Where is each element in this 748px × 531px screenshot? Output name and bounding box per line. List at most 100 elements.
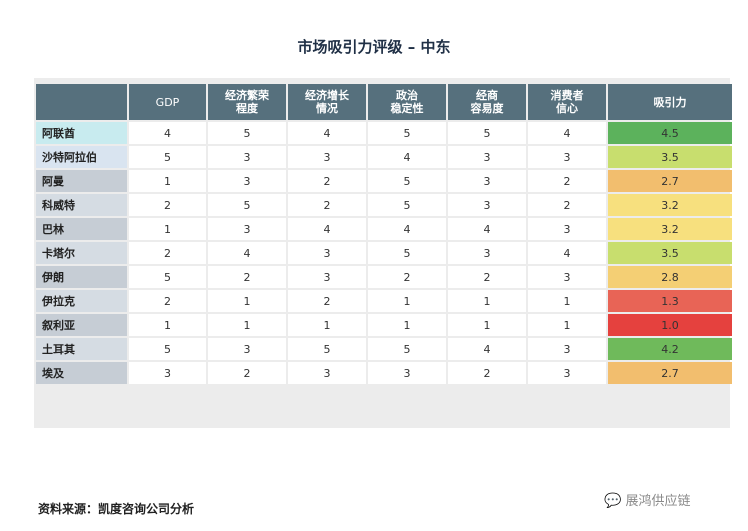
rating-cell: 5 [368, 122, 446, 144]
rating-cell: 2 [448, 362, 526, 384]
table-body: 阿联酋 4 5 4 5 5 4 4.5 沙特阿拉伯 5 3 3 4 3 3 3.5 阿曼 1 3 2 5 3 2 2.7 科威特… [36, 122, 732, 384]
rating-cell: 3 [448, 146, 526, 168]
rating-cell: 3 [528, 218, 606, 240]
column-header: 经济增长 情况 [288, 84, 366, 120]
table-row: 科威特 2 5 2 5 3 2 3.2 [36, 194, 732, 216]
rating-cell: 3 [448, 170, 526, 192]
rating-cell: 2 [129, 290, 206, 312]
rating-cell: 3 [448, 242, 526, 264]
table-header-row: GDP 经济繁荣 程度 经济增长 情况 政治 稳定性 经商 容易度 消费者 信心 吸引力 [36, 84, 732, 120]
rating-cell: 5 [208, 194, 286, 216]
rating-cell: 4 [288, 218, 366, 240]
wechat-icon: 💬 [604, 493, 622, 509]
table-row: 卡塔尔 2 4 3 5 3 4 3.5 [36, 242, 732, 264]
rating-cell: 3 [208, 170, 286, 192]
column-header: 经济繁荣 程度 [208, 84, 286, 120]
watermark: 💬 展鸿供应链 [604, 490, 690, 509]
country-label: 叙利亚 [36, 314, 127, 336]
column-header: 政治 稳定性 [368, 84, 446, 120]
country-label: 阿曼 [36, 170, 127, 192]
rating-cell: 1 [368, 314, 446, 336]
rating-cell: 5 [368, 242, 446, 264]
rating-cell: 4 [448, 338, 526, 360]
rating-cell: 1 [448, 314, 526, 336]
rating-cell: 2 [288, 194, 366, 216]
rating-cell: 1 [448, 290, 526, 312]
country-label: 埃及 [36, 362, 127, 384]
rating-cell: 5 [368, 194, 446, 216]
rating-cell: 5 [129, 146, 206, 168]
rating-cell: 4 [129, 122, 206, 144]
market-attractiveness-table: GDP 经济繁荣 程度 经济增长 情况 政治 稳定性 经商 容易度 消费者 信心 吸引力 阿联酋 4 5 4… [34, 82, 734, 386]
rating-cell: 3 [129, 362, 206, 384]
rating-cell: 3 [528, 266, 606, 288]
rating-cell: 4 [288, 122, 366, 144]
table-row: 巴林 1 3 4 4 4 3 3.2 [36, 218, 732, 240]
country-label: 巴林 [36, 218, 127, 240]
column-header: GDP [129, 84, 206, 120]
rating-cell: 3 [528, 146, 606, 168]
rating-cell: 2 [208, 266, 286, 288]
attractiveness-score: 3.2 [608, 194, 732, 216]
attractiveness-score: 2.7 [608, 170, 732, 192]
rating-cell: 2 [208, 362, 286, 384]
rating-cell: 1 [129, 314, 206, 336]
rating-cell: 5 [448, 122, 526, 144]
source-note: 资料来源：凯度咨询公司分析 [38, 502, 195, 516]
attractiveness-score: 2.7 [608, 362, 732, 384]
rating-cell: 2 [129, 194, 206, 216]
country-label: 土耳其 [36, 338, 127, 360]
rating-cell: 2 [129, 242, 206, 264]
rating-cell: 5 [288, 338, 366, 360]
table-row: 伊拉克 2 1 2 1 1 1 1.3 [36, 290, 732, 312]
column-header: 消费者 信心 [528, 84, 606, 120]
rating-cell: 1 [368, 290, 446, 312]
rating-cell: 3 [528, 362, 606, 384]
rating-cell: 2 [528, 194, 606, 216]
chart-title: 市场吸引力评级 – 中东 [297, 38, 451, 56]
rating-cell: 4 [368, 218, 446, 240]
rating-cell: 4 [208, 242, 286, 264]
rating-cell: 3 [288, 266, 366, 288]
rating-cell: 1 [288, 314, 366, 336]
rating-cell: 2 [448, 266, 526, 288]
attractiveness-score: 1.3 [608, 290, 732, 312]
rating-cell: 1 [208, 314, 286, 336]
rating-cell: 4 [528, 122, 606, 144]
rating-cell: 3 [208, 146, 286, 168]
rating-cell: 4 [368, 146, 446, 168]
country-label: 沙特阿拉伯 [36, 146, 127, 168]
rating-cell: 3 [528, 338, 606, 360]
rating-cell: 5 [129, 266, 206, 288]
rating-cell: 3 [288, 242, 366, 264]
table-row: 伊朗 5 2 3 2 2 3 2.8 [36, 266, 732, 288]
rating-cell: 2 [288, 170, 366, 192]
rating-cell: 3 [368, 362, 446, 384]
rating-cell: 5 [208, 122, 286, 144]
table-row: 阿联酋 4 5 4 5 5 4 4.5 [36, 122, 732, 144]
rating-cell: 3 [208, 218, 286, 240]
attractiveness-score: 4.2 [608, 338, 732, 360]
rating-cell: 2 [368, 266, 446, 288]
table-row: 土耳其 5 3 5 5 4 3 4.2 [36, 338, 732, 360]
table-row: 叙利亚 1 1 1 1 1 1 1.0 [36, 314, 732, 336]
rating-cell: 1 [528, 314, 606, 336]
country-label: 阿联酋 [36, 122, 127, 144]
attractiveness-score: 3.5 [608, 242, 732, 264]
attractiveness-score: 2.8 [608, 266, 732, 288]
rating-cell: 4 [448, 218, 526, 240]
attractiveness-score: 1.0 [608, 314, 732, 336]
rating-cell: 5 [129, 338, 206, 360]
country-label: 卡塔尔 [36, 242, 127, 264]
attractiveness-score: 3.2 [608, 218, 732, 240]
rating-cell: 5 [368, 170, 446, 192]
table-row: 沙特阿拉伯 5 3 3 4 3 3 3.5 [36, 146, 732, 168]
rating-cell: 4 [528, 242, 606, 264]
rating-cell: 3 [208, 338, 286, 360]
rating-cell: 2 [528, 170, 606, 192]
table-row: 阿曼 1 3 2 5 3 2 2.7 [36, 170, 732, 192]
country-label: 伊拉克 [36, 290, 127, 312]
table-row: 埃及 3 2 3 3 2 3 2.7 [36, 362, 732, 384]
rating-cell: 3 [448, 194, 526, 216]
header-corner [36, 84, 127, 120]
